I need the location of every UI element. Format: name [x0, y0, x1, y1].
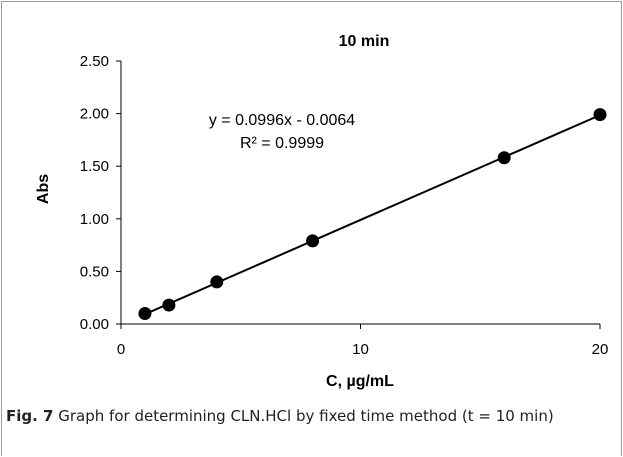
x-tick-label: 0 — [117, 341, 125, 358]
y-tick-label: 0.50 — [80, 263, 109, 280]
chart-ticks: 0.00 0.50 1.00 1.50 2.00 2.50 0 10 20 — [80, 53, 609, 358]
data-point — [210, 275, 224, 289]
calibration-chart: 0.00 0.50 1.00 1.50 2.00 2.50 0 10 20 10 min y =… — [35, 33, 609, 390]
y-axis-label: Abs — [35, 174, 52, 204]
trendline-equation: y = 0.0996x - 0.0064 — [209, 112, 355, 129]
r-squared-label: R² = 0.9999 — [240, 135, 324, 152]
data-point — [593, 108, 607, 122]
figure-caption: Fig. 7 Graph for determining CLN.HCl by … — [6, 406, 606, 427]
x-tick-label: 10 — [352, 341, 369, 358]
data-point — [306, 234, 320, 248]
data-point — [138, 306, 152, 320]
caption-text: Graph for determining CLN.HCl by fixed t… — [58, 407, 554, 425]
y-tick-label: 1.00 — [80, 211, 109, 228]
data-point — [497, 151, 511, 165]
chart-axes — [120, 61, 600, 325]
y-tick-label: 1.50 — [80, 158, 109, 175]
chart-title: 10 min — [339, 33, 390, 50]
x-axis-label: C, µg/mL — [326, 373, 394, 390]
y-tick-label: 2.50 — [80, 53, 109, 70]
caption-label: Fig. 7 — [6, 407, 54, 425]
y-tick-label: 2.00 — [80, 106, 109, 123]
data-point — [162, 298, 176, 312]
x-tick-label: 20 — [592, 341, 609, 358]
y-tick-label: 0.00 — [80, 316, 109, 333]
data-points — [138, 108, 607, 320]
